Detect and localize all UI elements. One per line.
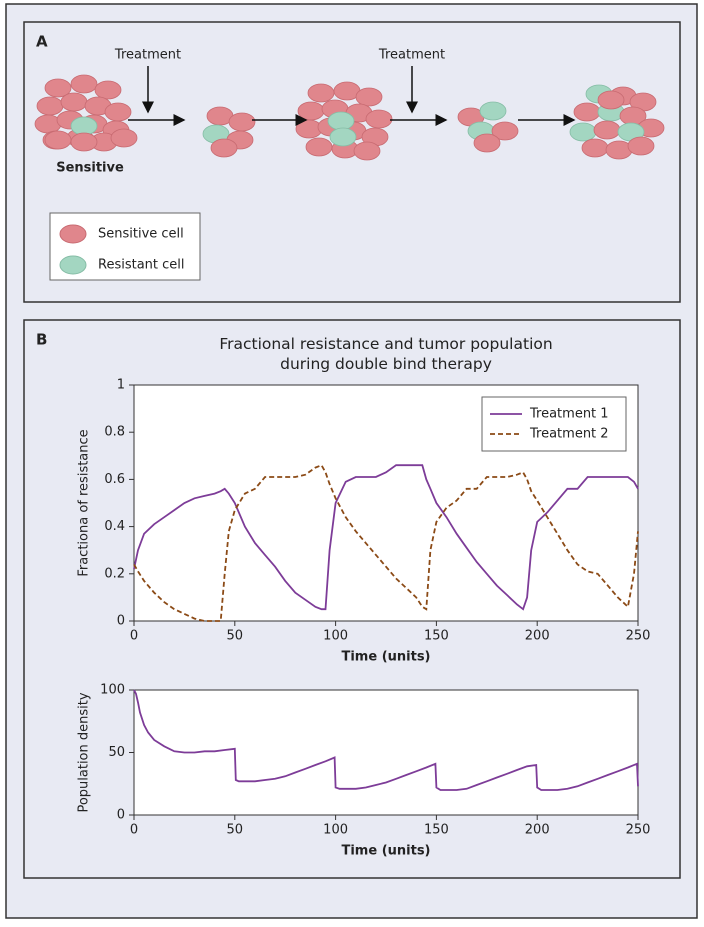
sensitive-cell bbox=[365, 109, 393, 129]
y-tick-label: 0.4 bbox=[104, 519, 125, 534]
resistant-cell bbox=[329, 127, 357, 147]
sensitive-cell bbox=[307, 83, 335, 103]
sensitive-cell bbox=[228, 112, 256, 132]
legend-box bbox=[481, 396, 627, 452]
sensitive-cell bbox=[593, 120, 621, 140]
legend-resistant-cell bbox=[59, 255, 87, 275]
y-tick-label: 100 bbox=[100, 683, 125, 698]
treatment-label: Treatment bbox=[114, 48, 181, 63]
sensitive-cell bbox=[44, 78, 72, 98]
resistant-cell bbox=[569, 122, 597, 142]
x-tick-label: 200 bbox=[525, 823, 550, 838]
panel-label: A bbox=[36, 33, 48, 51]
y-tick-label: 0.6 bbox=[104, 472, 125, 487]
x-axis-label: Time (units) bbox=[341, 844, 430, 859]
plot-area bbox=[133, 689, 639, 816]
sensitive-cell bbox=[297, 101, 325, 121]
sensitive-cell bbox=[210, 138, 238, 158]
treatment-label: Treatment bbox=[378, 48, 445, 63]
x-tick-label: 150 bbox=[424, 629, 449, 644]
y-tick-label: 0.2 bbox=[104, 566, 125, 581]
y-tick-label: 0 bbox=[117, 614, 125, 629]
series-line bbox=[133, 689, 639, 791]
sensitive-cell bbox=[36, 96, 64, 116]
sensitive-cell bbox=[110, 128, 138, 148]
sensitive-cell bbox=[473, 133, 501, 153]
x-tick-label: 50 bbox=[227, 823, 244, 838]
sensitive-cell bbox=[353, 141, 381, 161]
x-tick-label: 100 bbox=[323, 629, 348, 644]
sensitive-cell bbox=[491, 121, 519, 141]
x-tick-label: 250 bbox=[626, 823, 651, 838]
sensitive-cell bbox=[104, 102, 132, 122]
resistant-cell bbox=[327, 111, 355, 131]
y-axis-label: Fractiona of resistance bbox=[77, 429, 92, 576]
sensitive-cell bbox=[355, 87, 383, 107]
legend-text: Resistant cell bbox=[98, 258, 185, 273]
sensitive-cell bbox=[581, 138, 609, 158]
legend-label: Treatment 2 bbox=[529, 427, 609, 442]
resistant-cell bbox=[479, 101, 507, 121]
chart-title: Fractional resistance and tumor populati… bbox=[219, 335, 553, 373]
sensitive-cell bbox=[597, 90, 625, 110]
x-tick-label: 200 bbox=[525, 629, 550, 644]
sensitive-cell bbox=[70, 74, 98, 94]
x-axis-label: Time (units) bbox=[341, 650, 430, 665]
x-tick-label: 250 bbox=[626, 629, 651, 644]
legend-sensitive-cell bbox=[59, 224, 87, 244]
series-line bbox=[133, 464, 639, 622]
legend-text: Sensitive cell bbox=[98, 227, 184, 242]
x-tick-label: 150 bbox=[424, 823, 449, 838]
resistant-cell bbox=[70, 116, 98, 136]
series-line bbox=[133, 464, 639, 611]
y-tick-label: 50 bbox=[108, 745, 125, 760]
legend-label: Treatment 1 bbox=[529, 407, 609, 422]
sensitive-label: Sensitive bbox=[56, 161, 124, 176]
x-tick-label: 0 bbox=[130, 629, 138, 644]
sensitive-cell bbox=[70, 132, 98, 152]
sensitive-cell bbox=[60, 92, 88, 112]
sensitive-cell bbox=[573, 102, 601, 122]
y-tick-label: 0 bbox=[117, 808, 125, 823]
x-tick-label: 0 bbox=[130, 823, 138, 838]
panel-label: B bbox=[36, 331, 47, 349]
y-tick-label: 0.8 bbox=[104, 425, 125, 440]
sensitive-cell bbox=[94, 80, 122, 100]
sensitive-cell bbox=[305, 137, 333, 157]
y-tick-label: 1 bbox=[117, 378, 125, 393]
y-axis-label: Population density bbox=[77, 692, 92, 812]
x-tick-label: 100 bbox=[323, 823, 348, 838]
x-tick-label: 50 bbox=[227, 629, 244, 644]
sensitive-cell bbox=[627, 136, 655, 156]
sensitive-cell bbox=[44, 130, 72, 150]
